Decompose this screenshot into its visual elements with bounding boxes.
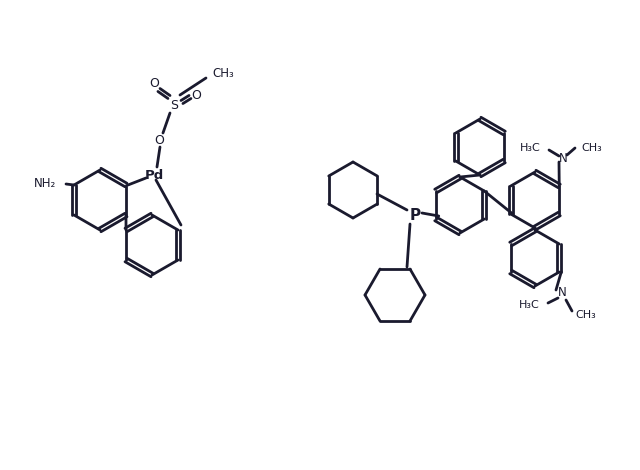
Text: H₃C: H₃C — [520, 143, 541, 153]
Text: O: O — [191, 88, 201, 102]
Text: S: S — [170, 99, 178, 111]
Text: N: N — [559, 151, 568, 164]
Text: CH₃: CH₃ — [575, 310, 596, 320]
Text: CH₃: CH₃ — [581, 143, 602, 153]
Text: Pd: Pd — [145, 169, 164, 181]
Text: N: N — [557, 287, 566, 299]
Text: NH₂: NH₂ — [34, 177, 56, 189]
Text: H₃C: H₃C — [519, 300, 540, 310]
Text: O: O — [154, 133, 164, 147]
Text: O: O — [149, 77, 159, 89]
Text: CH₃: CH₃ — [212, 66, 234, 79]
Text: P: P — [410, 207, 420, 222]
